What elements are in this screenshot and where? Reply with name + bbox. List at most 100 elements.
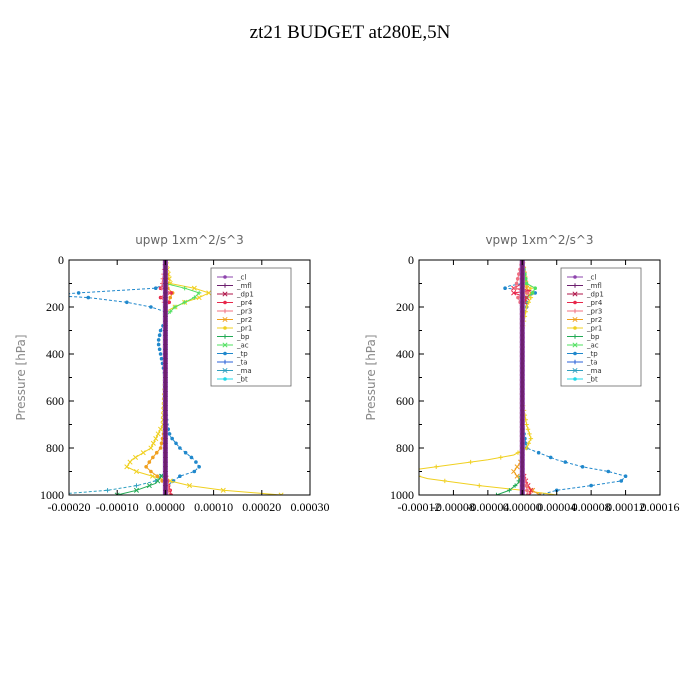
legend-marker — [222, 316, 228, 323]
x-tick-label: -0.00020 — [48, 500, 91, 514]
data-point-pr2 — [158, 446, 163, 450]
data-point-mfl — [163, 281, 168, 286]
legend-marker — [572, 334, 578, 339]
x-tick-label: 0.00000 — [503, 500, 542, 514]
data-point-mfl — [163, 483, 168, 488]
data-point-mfl — [163, 436, 168, 441]
data-point-mfl — [520, 450, 525, 455]
data-point-pr1 — [155, 431, 161, 437]
x-tick-label: 0.00000 — [146, 500, 185, 514]
data-point-mfl — [163, 417, 168, 422]
data-point-pr1 — [124, 464, 130, 470]
data-point-pr3 — [513, 286, 518, 291]
plot-area — [419, 260, 628, 495]
data-point-mfl — [163, 455, 168, 460]
legend-entry: _bp — [236, 333, 250, 341]
data-point-mfl — [520, 328, 525, 333]
x-tick-label: 0.00030 — [291, 500, 330, 514]
data-point-pr3 — [514, 281, 519, 286]
legend-entry: _pr4 — [236, 299, 253, 307]
data-point-pr1 — [528, 295, 534, 300]
data-point-pr2 — [514, 473, 520, 479]
y-tick-label: 200 — [46, 300, 64, 314]
data-point-tp — [158, 328, 163, 333]
y-axis-label: Pressure [hPa] — [364, 334, 378, 420]
data-point-pr1 — [158, 426, 164, 432]
data-point-mfl — [520, 361, 525, 366]
data-point-tp — [157, 347, 162, 352]
x-tick-label: -0.00010 — [96, 500, 139, 514]
data-point-ac — [168, 309, 173, 314]
data-point-mfl — [520, 267, 525, 272]
data-point-mfl — [163, 347, 168, 352]
data-point-ac — [523, 277, 528, 281]
legend-marker — [222, 283, 228, 288]
legend-entry: _bt — [586, 376, 598, 384]
data-point-pr3 — [524, 483, 529, 488]
data-point-pr1 — [220, 487, 226, 493]
data-point-pr4 — [511, 290, 517, 296]
data-point-mfl — [520, 319, 525, 323]
data-point-bp — [114, 492, 120, 495]
data-point-bp — [155, 478, 161, 484]
x-tick-label: 0.00012 — [606, 500, 645, 514]
data-point-pr1 — [132, 454, 139, 460]
data-point-pr4 — [169, 291, 173, 295]
data-point-mfl — [163, 450, 168, 455]
data-point-mfl — [163, 351, 168, 357]
data-point-mfl — [163, 464, 168, 469]
legend-entry: _pr2 — [586, 316, 602, 324]
data-point-tp — [189, 455, 194, 460]
data-point-pr1 — [524, 422, 529, 427]
data-point-pr1 — [526, 300, 531, 305]
data-point-tp — [178, 474, 182, 479]
panel-upwp: upwp 1xm^2/s^3 Pressure [hPa] 0 200 400 600 80… — [14, 233, 330, 514]
data-point-ac — [182, 286, 187, 291]
data-point-tp — [157, 333, 162, 338]
data-point-pr1 — [196, 295, 202, 301]
legend-marker — [572, 342, 578, 348]
data-point-mfl — [520, 399, 525, 403]
data-point-tp — [536, 450, 541, 455]
x-tick-label: 0.00004 — [537, 500, 576, 514]
legend-marker — [223, 300, 227, 305]
data-point-tp — [563, 460, 568, 464]
legend-marker — [573, 275, 577, 279]
legend-marker — [223, 275, 227, 279]
x-tick-label: -0.00008 — [432, 500, 475, 514]
data-point-mfl — [520, 436, 525, 441]
legend-marker — [222, 342, 228, 348]
data-point-mfl — [520, 441, 525, 446]
data-point-mfl — [163, 271, 168, 277]
data-point-mfl — [163, 342, 168, 347]
legend-entry: _ta — [236, 359, 248, 367]
y-tick-label: 200 — [396, 300, 414, 314]
y-tick-label: 800 — [396, 441, 414, 455]
data-point-pr1 — [127, 459, 133, 465]
data-point-mfl — [520, 375, 525, 380]
y-tick-label: 400 — [46, 347, 64, 361]
panel-vpwp: vpwp 1xm^2/s^3 Pressure [hPa] 0 200 400 600 80… — [364, 233, 680, 514]
data-point-mfl — [520, 474, 525, 479]
legend-marker — [572, 367, 578, 374]
data-point-pr1 — [149, 473, 156, 479]
data-point-mfl — [163, 361, 168, 366]
y-tick-label: 0 — [58, 253, 64, 267]
data-point-bp — [507, 488, 512, 493]
data-point-tp — [589, 483, 593, 488]
data-point-tp — [533, 291, 537, 295]
data-point-mfl — [163, 427, 168, 432]
legend-entry: _cl — [586, 274, 596, 282]
data-point-mfl — [163, 337, 168, 343]
y-tick-label: 1000 — [390, 488, 414, 502]
data-point-mfl — [163, 318, 168, 324]
data-point-pr1 — [527, 431, 532, 437]
legend-marker — [222, 308, 228, 314]
legend-entry: _bt — [236, 376, 248, 384]
data-point-pr1 — [150, 440, 156, 446]
data-point-pr2 — [154, 450, 159, 455]
data-point-mfl — [520, 347, 525, 352]
data-point-pr1 — [528, 286, 534, 291]
legend-marker — [572, 283, 578, 288]
